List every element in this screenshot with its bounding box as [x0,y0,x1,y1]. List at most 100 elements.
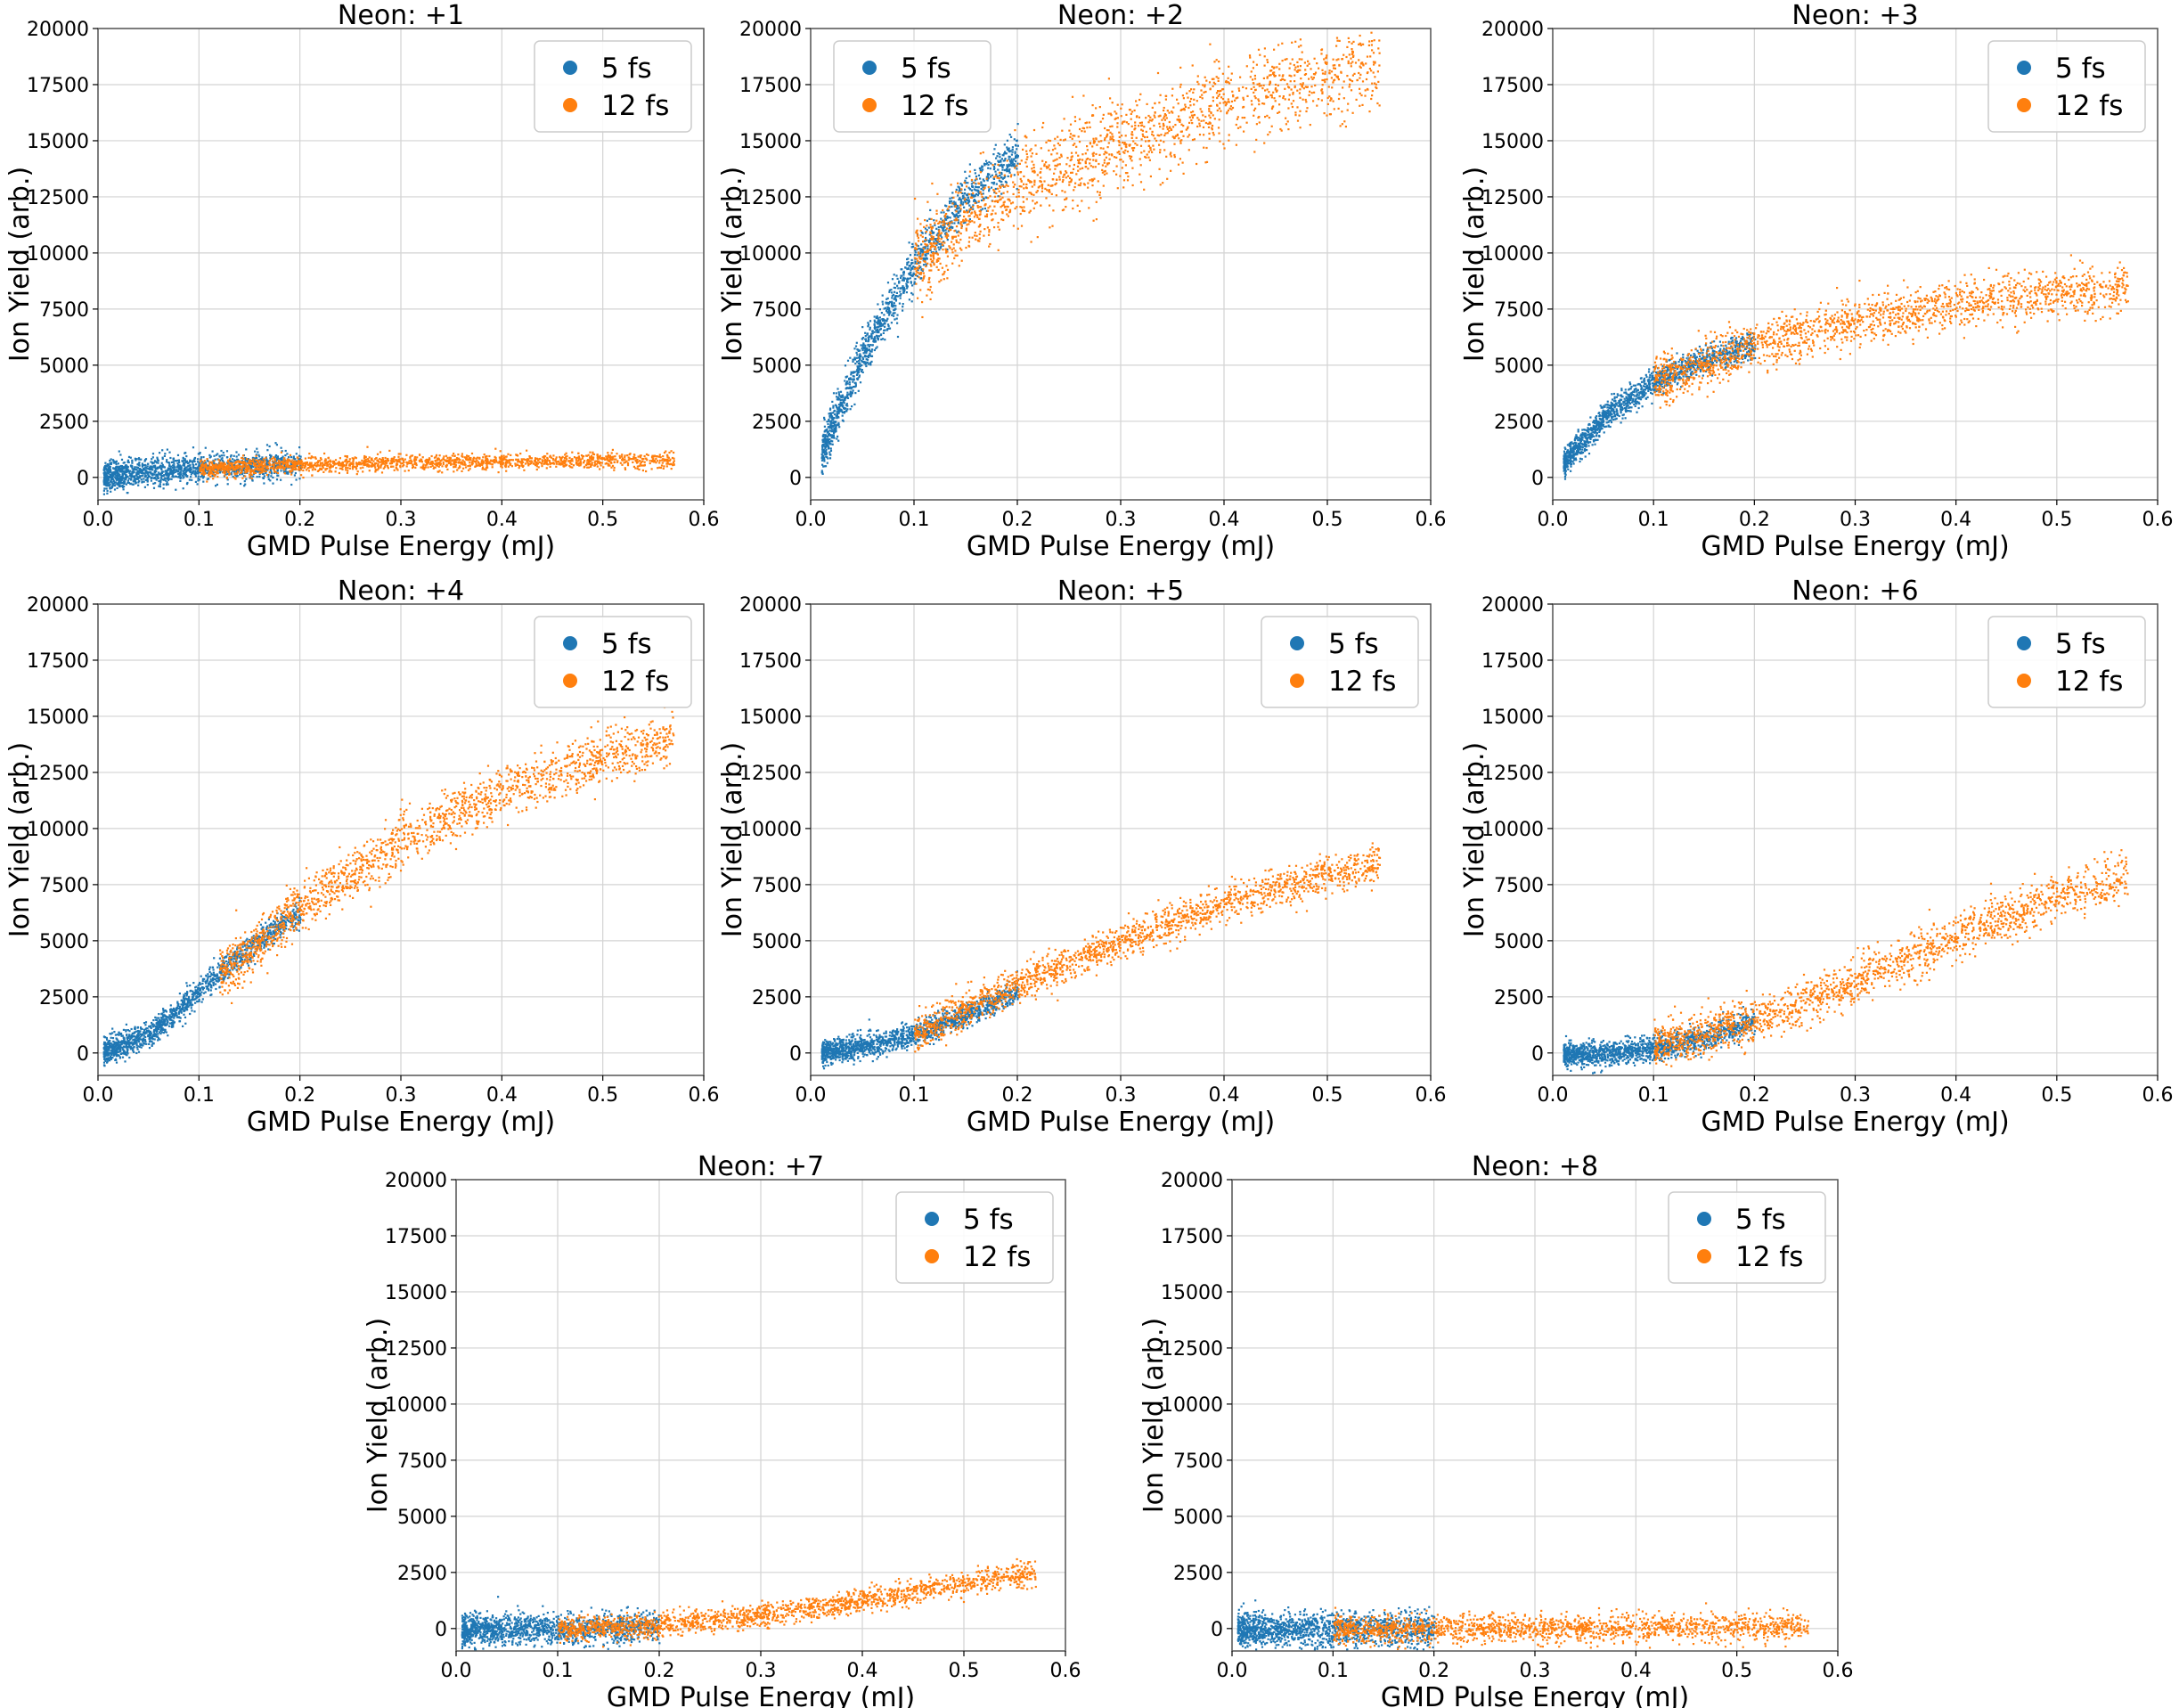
data-point [143,460,146,462]
data-point [436,458,439,461]
data-point [129,473,132,476]
data-point [950,200,953,202]
data-point [975,177,977,180]
data-point [852,358,854,361]
data-point [961,203,964,206]
data-point [1081,153,1084,156]
data-point [886,297,889,299]
data-point [500,462,502,464]
data-point [916,274,918,278]
data-point [828,438,831,441]
data-point [974,172,976,175]
data-point [926,229,928,232]
data-point [980,167,983,169]
data-point [1286,120,1289,123]
data-point [650,468,653,470]
data-point [151,466,154,469]
data-point [564,460,567,462]
data-point [110,476,113,478]
data-point [258,462,261,466]
data-point [825,443,828,445]
data-point [945,218,948,221]
data-point [824,437,827,439]
data-point [106,481,109,484]
data-point [493,460,495,462]
data-point [208,471,210,474]
data-point [299,461,302,463]
data-point [274,460,277,462]
data-point [970,183,973,185]
data-point [549,454,551,457]
data-point [999,184,1001,187]
data-point [1350,89,1353,92]
data-point [115,478,118,481]
data-point [825,450,828,453]
data-point [216,466,219,469]
data-point [370,459,372,462]
data-point [1000,159,1002,162]
data-point [558,462,560,464]
data-point [251,462,254,464]
data-point [832,421,835,424]
data-point [1163,149,1166,151]
data-point [1208,108,1211,110]
data-point [896,295,900,298]
data-point [114,472,117,475]
data-point [932,256,934,258]
data-point [820,459,824,462]
data-point [878,316,881,319]
data-point [886,282,890,284]
data-point [127,481,130,485]
data-point [126,459,129,462]
data-point [842,420,845,422]
data-point [517,463,519,466]
data-point [331,465,333,468]
data-point [310,464,313,467]
data-point [135,458,138,461]
data-point [244,475,247,478]
data-point [295,462,298,464]
data-point [943,233,947,235]
data-point [999,174,1001,176]
data-point [994,143,997,146]
data-point [199,470,201,472]
data-point [1179,158,1181,160]
data-point [932,254,934,257]
data-point [308,462,312,464]
data-point [282,455,284,458]
data-point [1299,83,1302,86]
data-point [437,458,440,461]
data-point [621,454,624,456]
data-point [1274,88,1277,91]
data-point [260,463,263,467]
data-point [126,468,128,470]
data-point [386,464,389,467]
data-point [665,460,669,462]
data-point [1249,76,1252,78]
data-point [327,462,330,464]
data-point [154,468,157,470]
data-point [928,217,931,220]
data-point [921,269,924,273]
data-point [468,457,470,460]
data-point [193,467,196,470]
data-point [914,251,917,254]
data-point [280,478,282,481]
data-point [427,466,429,469]
data-point [110,462,113,464]
data-point [976,194,979,197]
data-point [1162,125,1165,127]
data-point [131,483,134,486]
data-point [102,478,105,481]
data-point [138,479,141,483]
data-point [581,457,584,460]
data-point [857,377,860,380]
data-point [351,466,354,469]
data-point [214,467,216,470]
data-point [828,457,832,460]
data-point [366,463,369,466]
data-point [177,476,180,478]
data-point [215,465,217,468]
data-point [919,223,922,225]
data-point [282,467,285,470]
